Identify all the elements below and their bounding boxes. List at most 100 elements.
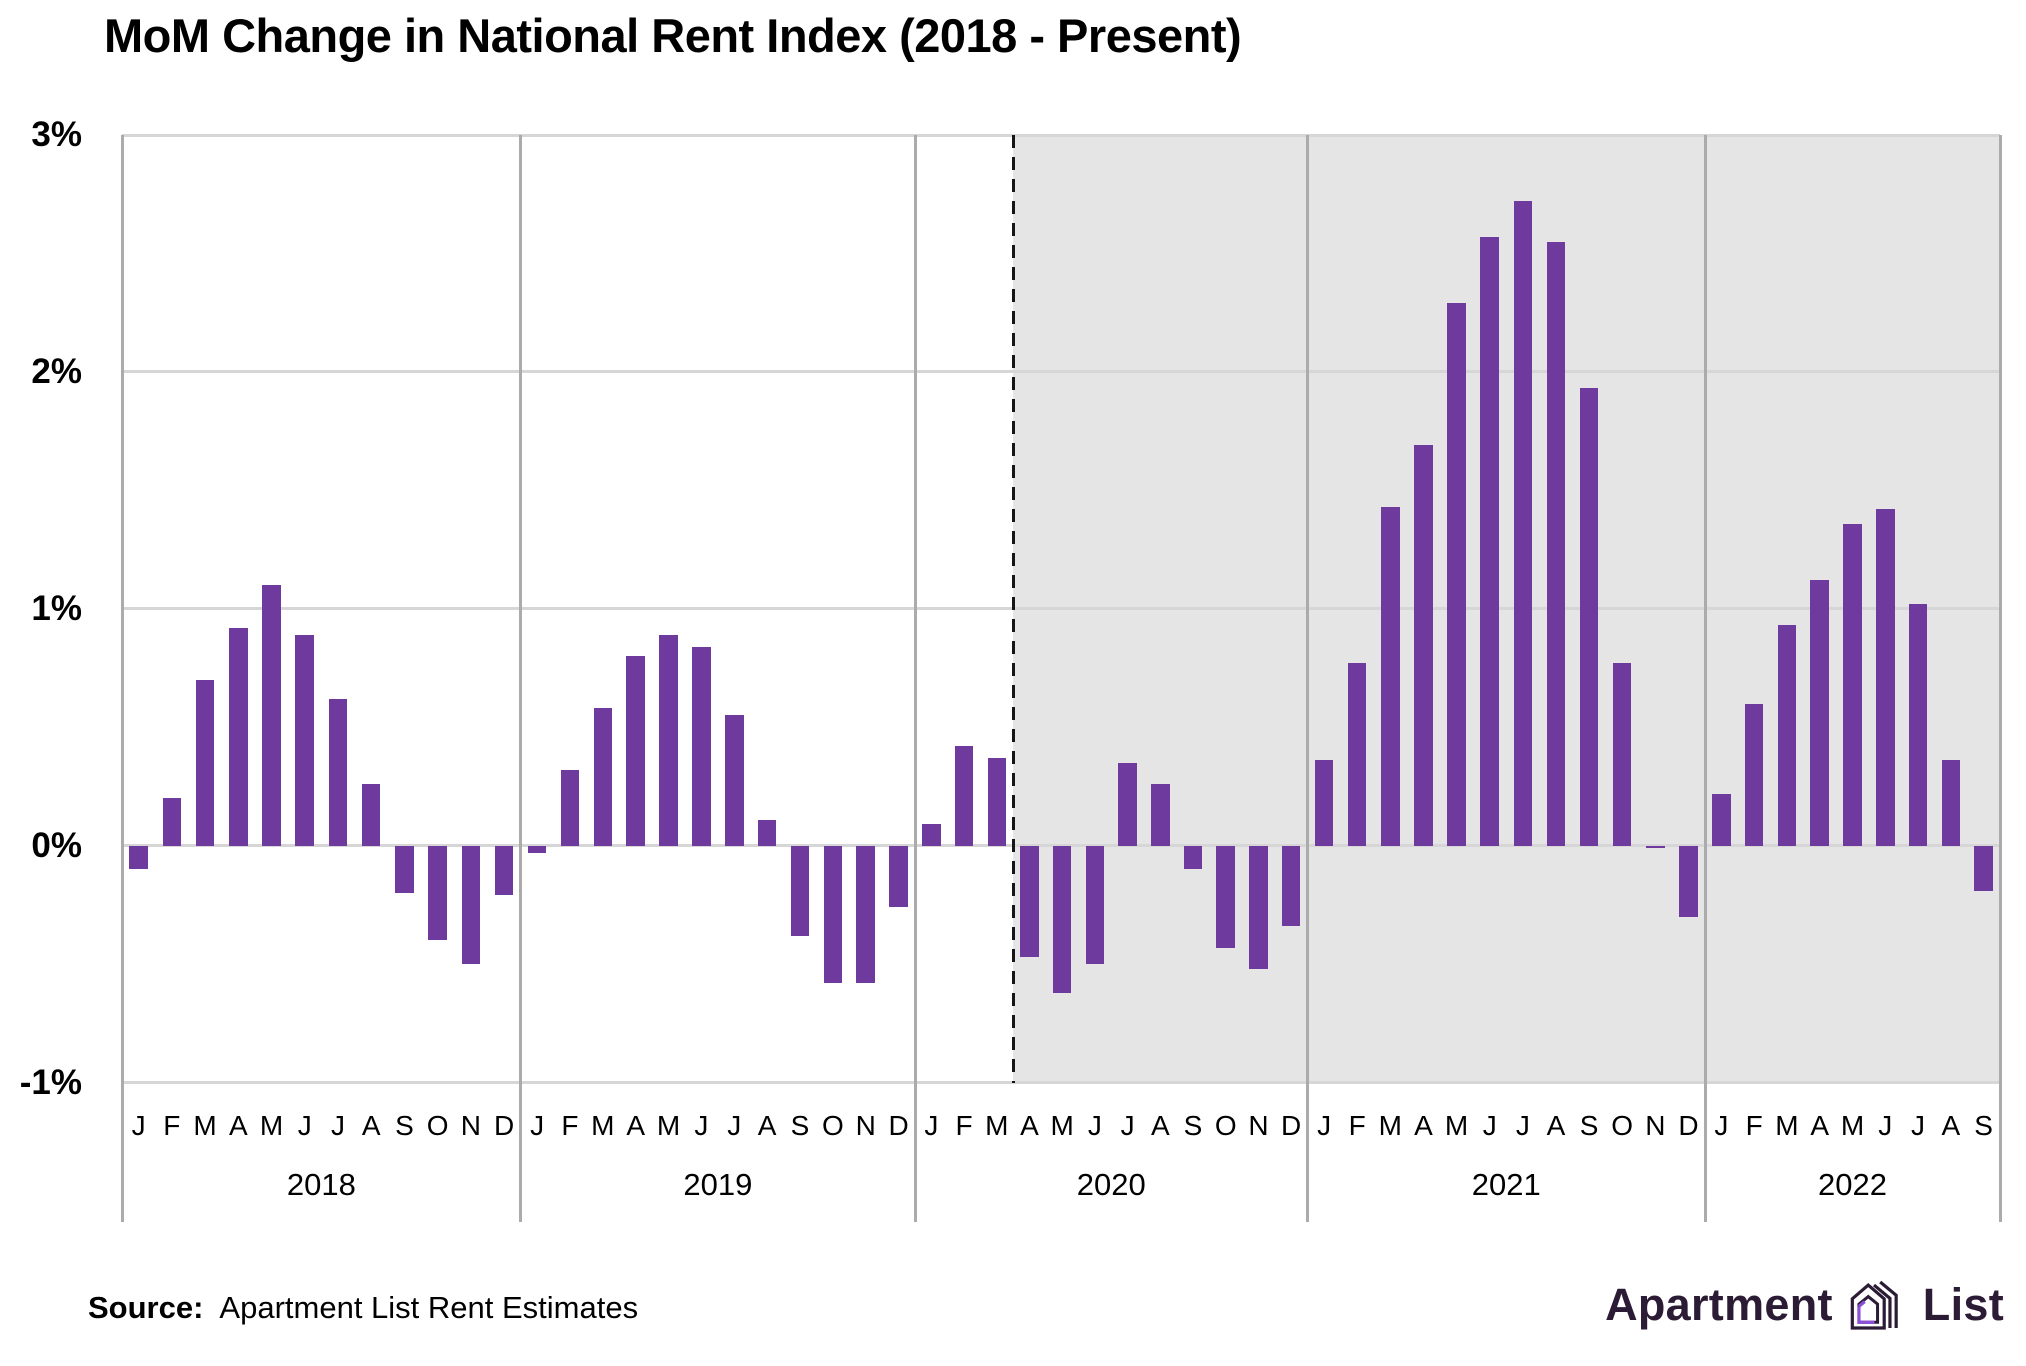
bar-2018-N11 [461,845,481,965]
bar-2021-A8 [1546,241,1566,846]
month-label-2019-6: J [694,1110,709,1141]
bar-2018-D12 [494,845,514,896]
bar-2021-D12 [1679,845,1698,917]
bar-2022-M3 [1777,625,1797,846]
year-label-2019: 2019 [683,1167,753,1202]
bar-2019-A4 [626,656,645,846]
month-label-2020-11: N [1248,1110,1269,1141]
month-label-2020-1: J [924,1110,939,1141]
month-label-2018-9: S [395,1110,414,1141]
month-label-2018-2: F [163,1110,181,1141]
bar-2022-F2 [1744,703,1764,846]
bar-2018-J6 [295,634,314,846]
bar-2020-J7 [1118,762,1137,846]
year-label-2018: 2018 [286,1167,356,1202]
bar-2021-A4 [1414,445,1433,846]
bar-2019-N11 [856,845,875,984]
year-label-2021: 2021 [1471,1167,1541,1202]
month-label-2018-12: D [493,1110,515,1141]
month-label-2020-3: M [985,1110,1009,1141]
bar-2018-S9 [395,845,414,894]
chart-title: MoM Change in National Rent Index (2018 … [104,9,1242,62]
month-label-2022-8: A [1941,1110,1961,1141]
gridline-1% [122,607,2000,611]
month-label-2021-5: M [1444,1110,1469,1141]
month-label-2022-7: J [1911,1110,1926,1141]
gridline--1% [122,1081,2000,1085]
month-label-2020-10: O [1214,1110,1237,1141]
month-label-2022-5: M [1840,1110,1865,1141]
year-divider-line [913,135,917,1222]
bar-2019-M5 [659,634,678,846]
bar-2020-D12 [1281,845,1301,927]
bar-2020-A8 [1151,784,1170,846]
month-label-2021-2: F [1348,1110,1366,1141]
bar-2020-S9 [1183,845,1203,870]
bar-2021-J1 [1314,760,1334,846]
bar-2018-J1 [129,845,148,870]
bar-2019-J1 [527,845,547,853]
month-label-2018-4: A [228,1110,248,1141]
month-label-2020-8: A [1150,1110,1170,1141]
bar-2020-M5 [1052,845,1072,993]
bar-2021-J7 [1513,201,1533,846]
gridline-3% [122,133,2000,137]
month-label-2022-2: F [1745,1110,1763,1141]
bar-2018-M3 [195,679,215,846]
logo-text-apartment: Apartment [1605,1279,1833,1330]
month-label-2022-9: S [1974,1110,1993,1141]
month-label-2019-4: A [626,1110,646,1141]
year-label-2022: 2022 [1818,1167,1887,1202]
logo-text-list: List [1922,1279,2004,1330]
month-label-2018-8: A [361,1110,381,1141]
y-axis-tick-label: 3% [31,115,82,154]
bar-2022-S9 [1974,845,1993,891]
bar-2022-J1 [1712,793,1731,846]
bar-2022-M5 [1843,523,1862,846]
y-axis-line [120,135,124,1222]
bar-2019-J7 [725,715,744,846]
bar-2021-O10 [1612,663,1632,846]
bar-2022-A8 [1941,760,1961,846]
bar-2019-O10 [823,845,843,984]
bar-2021-M3 [1381,506,1400,846]
month-label-2020-7: J [1120,1110,1135,1141]
month-label-2020-2: F [955,1110,973,1141]
month-label-2022-6: J [1878,1110,1893,1141]
bar-2022-J7 [1908,604,1928,846]
month-label-2018-3: M [193,1110,217,1141]
bar-2018-M5 [262,585,281,846]
bar-2021-N11 [1646,845,1665,849]
month-label-2020-12: D [1281,1110,1302,1141]
month-label-2020-5: M [1050,1110,1074,1141]
month-label-2019-5: M [656,1110,681,1141]
bar-2018-F2 [162,798,182,846]
bar-2018-A4 [229,627,248,846]
bar-2019-A8 [757,819,777,846]
bar-2020-F2 [954,746,974,846]
pandemic-start-dashed-line [1011,135,1015,1083]
month-label-2021-6: J [1482,1110,1497,1141]
source-note: Source: Apartment List Rent Estimates [88,1290,638,1326]
month-label-2019-2: F [561,1110,579,1141]
bar-2018-O10 [428,845,447,941]
month-label-2022-1: J [1714,1110,1729,1141]
month-label-2019-9: S [790,1110,810,1141]
month-label-2019-12: D [888,1110,909,1141]
month-label-2018-1: J [131,1110,146,1141]
year-label-2020: 2020 [1076,1167,1146,1202]
month-label-2021-9: S [1579,1110,1599,1141]
month-label-2021-10: O [1611,1110,1634,1141]
month-label-2018-6: J [297,1110,312,1141]
month-label-2021-3: M [1378,1110,1402,1141]
bar-2021-J6 [1480,236,1499,846]
bar-2020-J6 [1085,845,1105,965]
y-axis-tick-label: -1% [19,1062,82,1102]
apartment-list-logo: Apartment List [1605,1262,2004,1348]
month-label-2021-12: D [1678,1110,1699,1141]
y-axis-tick-label: 2% [31,351,82,391]
month-label-2021-4: A [1414,1110,1433,1141]
month-label-2019-7: J [727,1110,742,1141]
year-divider-line [1703,135,1707,1222]
